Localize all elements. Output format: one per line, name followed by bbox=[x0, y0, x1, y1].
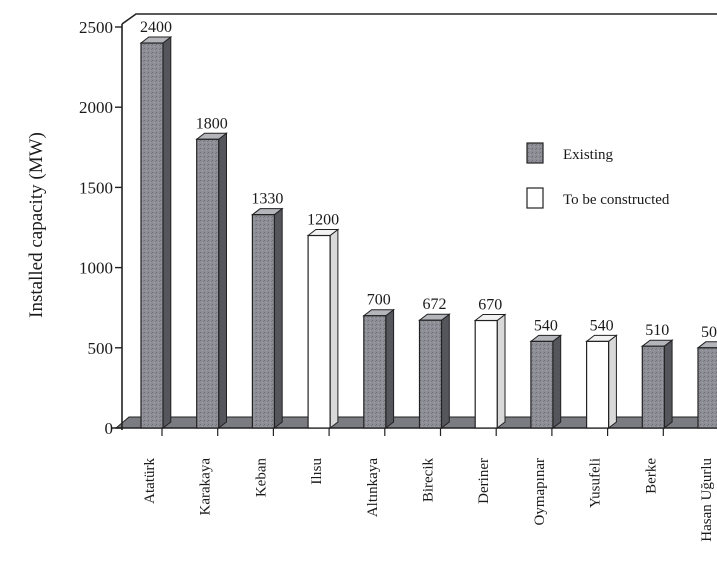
bars-group bbox=[139, 36, 717, 430]
bar-value-label: 1800 bbox=[196, 115, 228, 132]
bar-side bbox=[441, 313, 450, 430]
bar-front bbox=[140, 42, 164, 429]
y-tick-label: 1000 bbox=[79, 259, 113, 278]
bar-front bbox=[530, 340, 554, 429]
legend: Existing To be constructed bbox=[526, 142, 670, 209]
bar-birecik bbox=[418, 313, 451, 430]
bar-value-label: 540 bbox=[590, 317, 614, 334]
legend-label-existing: Existing bbox=[563, 147, 614, 163]
bar-front bbox=[697, 347, 717, 429]
bar-alt-nkaya bbox=[362, 308, 396, 430]
bar-value-label: 500 bbox=[701, 324, 717, 341]
y-axis-ticks: 0 500 1000 1500 2000 2500 bbox=[79, 18, 122, 438]
bar-deriner bbox=[473, 313, 507, 430]
category-label: Altınkaya bbox=[365, 458, 381, 517]
bar-front bbox=[641, 345, 665, 429]
bar-front bbox=[307, 234, 331, 429]
bar-front bbox=[363, 315, 387, 429]
bar-yusufeli bbox=[585, 334, 618, 430]
y-tick-label: 500 bbox=[88, 339, 114, 358]
data-labels-group: 2400 1800 1330 1200 700 672 670 540 540 510 500 bbox=[140, 19, 717, 341]
bar-berke bbox=[640, 339, 674, 430]
bar-front bbox=[585, 340, 610, 429]
legend-label-to_be_constructed: To be constructed bbox=[563, 192, 670, 208]
category-label: Birecik bbox=[421, 458, 437, 503]
category-labels-group: Atatürk Karakaya Keban Ilısu Altınkaya Bireci… bbox=[142, 458, 715, 542]
bar-side bbox=[496, 313, 506, 430]
category-label: Karakaya bbox=[198, 458, 214, 516]
legend-swatch-existing bbox=[526, 142, 544, 164]
bar-side bbox=[385, 308, 395, 430]
category-label: Hasan Uğurlu bbox=[699, 458, 715, 542]
bar-top bbox=[696, 341, 717, 349]
bar-front bbox=[418, 319, 443, 429]
bar-side bbox=[608, 334, 617, 430]
bar-value-label: 2400 bbox=[140, 19, 172, 36]
bar-value-label: 1200 bbox=[307, 212, 339, 229]
bar-side bbox=[218, 132, 227, 430]
bar-front bbox=[196, 138, 220, 429]
bar-side bbox=[663, 339, 673, 430]
x-axis-ticks bbox=[161, 428, 664, 436]
category-label: Oymapınar bbox=[532, 458, 548, 525]
bar-keban bbox=[250, 207, 284, 430]
bar-side bbox=[329, 228, 339, 430]
y-tick-label: 2000 bbox=[79, 98, 113, 117]
bar-value-label: 510 bbox=[645, 322, 669, 339]
bar-value-label: 670 bbox=[478, 297, 502, 314]
chart-top-frame bbox=[121, 13, 717, 25]
bar-side bbox=[162, 36, 172, 430]
bar-front bbox=[251, 214, 275, 429]
category-label: Berke bbox=[643, 458, 659, 494]
bar-side bbox=[552, 334, 562, 430]
bar-karakaya bbox=[195, 132, 228, 430]
category-label: Yusufeli bbox=[588, 458, 604, 508]
category-label: Deriner bbox=[476, 458, 492, 504]
category-label: Keban bbox=[253, 458, 269, 498]
y-tick-label: 0 bbox=[105, 419, 114, 438]
bar-side bbox=[273, 207, 283, 430]
legend-swatch-to_be_constructed bbox=[526, 187, 544, 209]
y-axis-title: Installed capacity (MW) bbox=[26, 132, 47, 318]
y-tick-label: 2500 bbox=[79, 18, 113, 37]
bar-value-label: 1330 bbox=[251, 191, 283, 208]
bar-atat-rk bbox=[139, 36, 173, 430]
category-label: Ilısu bbox=[309, 458, 325, 485]
y-tick-label: 1500 bbox=[79, 178, 113, 197]
bar-value-label: 540 bbox=[534, 317, 558, 334]
bar-value-label: 672 bbox=[423, 296, 447, 313]
bar-front bbox=[474, 319, 498, 429]
bar-oymap-nar bbox=[529, 334, 563, 430]
category-label: Atatürk bbox=[142, 458, 158, 504]
bar-hasan-u-urlu bbox=[696, 341, 717, 429]
bar-value-label: 700 bbox=[367, 292, 391, 309]
bar-il-su bbox=[306, 228, 340, 430]
